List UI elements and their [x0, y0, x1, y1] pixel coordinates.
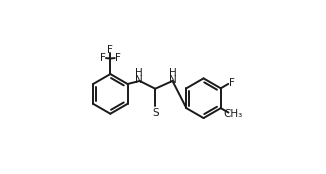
Text: N: N	[170, 75, 177, 85]
Text: F: F	[107, 45, 113, 54]
Text: N: N	[135, 75, 143, 85]
Text: F: F	[100, 53, 106, 62]
Text: F: F	[230, 78, 235, 88]
Text: F: F	[115, 53, 121, 62]
Text: S: S	[152, 108, 158, 118]
Text: H: H	[135, 68, 143, 78]
Text: CH₃: CH₃	[224, 109, 243, 119]
Text: H: H	[170, 68, 177, 78]
